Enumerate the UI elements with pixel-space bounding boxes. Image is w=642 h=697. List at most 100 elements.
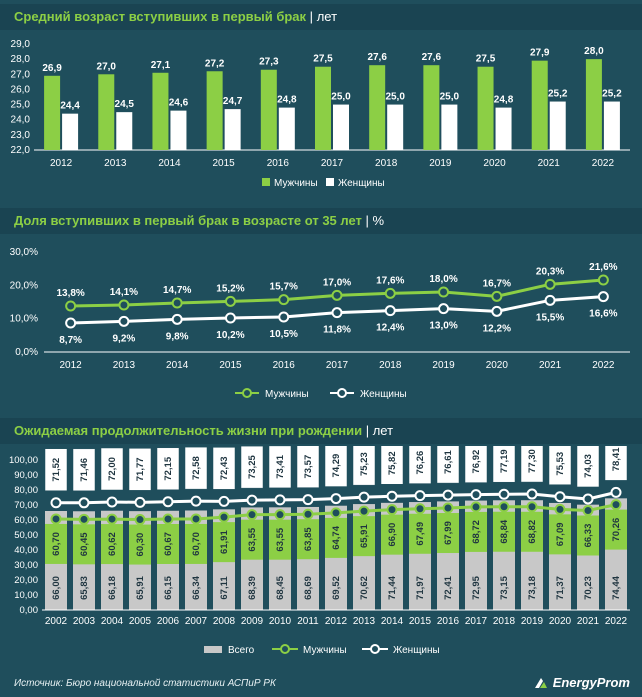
- chart3-women-label-box: [184, 446, 208, 490]
- chart1-data-label: 26,9: [42, 63, 62, 74]
- chart1-data-label: 27,5: [313, 54, 333, 65]
- chart3-y-tick: 50,00: [14, 530, 38, 541]
- chart3-unit: лет: [372, 423, 394, 438]
- chart1-y-tick: 22,0: [11, 145, 31, 156]
- chart3-y-tick: 60,00: [14, 515, 38, 526]
- chart3-marker-women: [442, 489, 454, 501]
- chart1-data-label: 27,2: [205, 58, 225, 69]
- chart3-marker-men: [218, 511, 230, 523]
- chart3-women-label: 75,82: [387, 451, 398, 475]
- chart3-marker-men: [190, 513, 202, 525]
- chart3-marker-men: [498, 501, 510, 513]
- chart2-x-tick: 2018: [379, 360, 402, 371]
- chart1-bar-women: [62, 113, 79, 150]
- chart3-title-bar: Ожидаемая продолжительность жизни при ро…: [0, 418, 642, 444]
- chart2-data-label: 15,2%: [216, 283, 244, 294]
- chart3-x-tick: 2011: [297, 616, 319, 627]
- chart3-men-label-box: [269, 519, 291, 560]
- chart2-x-tick: 2013: [113, 360, 136, 371]
- chart3-y-tick: 80,00: [14, 485, 38, 496]
- chart2-data-label: 14,7%: [163, 285, 191, 296]
- chart3-title-text: Ожидаемая продолжительность жизни при ро…: [14, 423, 363, 438]
- chart2-data-label: 12,4%: [376, 323, 404, 334]
- chart2-data-label: 15,5%: [536, 312, 564, 323]
- chart1-data-label: 24,6: [169, 98, 189, 109]
- chart3-men-label-box: [157, 523, 179, 564]
- chart3-total-label: 68,39: [247, 576, 258, 600]
- chart3-men-label-box: [549, 514, 571, 555]
- chart3-y-tick: 30,00: [14, 560, 38, 571]
- chart1-data-label: 27,5: [476, 54, 496, 65]
- chart3-men-label: 67,99: [443, 521, 454, 545]
- chart3-marker-men: [50, 513, 62, 525]
- chart3-men-label-box: [409, 513, 431, 554]
- chart1-data-label: 27,9: [530, 48, 550, 59]
- chart3-women-label-box: [268, 446, 292, 489]
- chart3-marker-men: [582, 505, 594, 517]
- chart2-data-label: 9,2%: [113, 333, 136, 344]
- chart1-x-tick: 2021: [538, 158, 561, 169]
- chart2-data-label: 13,8%: [56, 288, 84, 299]
- chart2-x-tick: 2019: [432, 360, 455, 371]
- chart3-x-tick: 2008: [213, 616, 236, 627]
- chart3-marker-men: [106, 513, 118, 525]
- chart2-data-label: 16,6%: [589, 309, 617, 320]
- chart2-marker-men: [224, 295, 236, 307]
- chart3-x-tick: 2012: [325, 616, 348, 627]
- chart2-marker-women: [438, 303, 450, 315]
- chart3-marker-men: [162, 513, 174, 525]
- chart3-men-label: 60,67: [163, 532, 174, 556]
- chart3-marker-women: [358, 491, 370, 503]
- chart2-data-label: 8,7%: [59, 335, 82, 346]
- chart3-men-label-box: [605, 509, 627, 550]
- chart3-marker-men: [442, 502, 454, 514]
- chart3-svg: 0,00 10,00 20,00 30,00 40,00 50,00 60,00 70,00 8…: [9, 446, 630, 656]
- chart3-marker-women: [526, 488, 538, 500]
- chart3-women-label-box: [212, 447, 236, 490]
- chart3-x-tick: 2002: [45, 616, 68, 627]
- chart3-men-label: 61,91: [219, 530, 230, 554]
- chart3-total-label: 68,69: [303, 576, 314, 600]
- chart2-data-label: 12,2%: [483, 323, 511, 334]
- chart2-title-bar: Доля вступивших в первый брак в возрасте…: [0, 208, 642, 234]
- chart2-legend-label: Женщины: [360, 389, 407, 400]
- chart2-y-tick: 10,0%: [10, 314, 38, 325]
- chart3-legend-marker-men: [280, 644, 290, 654]
- source-note: Источник: Бюро национальной статистики А…: [14, 678, 276, 689]
- chart3-marker-men: [246, 509, 258, 521]
- chart1-bar-men: [152, 72, 169, 150]
- chart3-women-label-box: [548, 446, 572, 485]
- chart1-y-tick: 29,0: [11, 39, 31, 50]
- chart2-x-tick: 2015: [219, 360, 242, 371]
- chart3-women-label: 76,92: [471, 450, 482, 474]
- chart1-bar-women: [278, 107, 295, 150]
- chart3-marker-women: [78, 497, 90, 509]
- chart1-bar-women: [387, 104, 404, 150]
- chart3-total-label: 71,97: [415, 576, 426, 600]
- chart3-men-label-box: [185, 523, 207, 564]
- chart1-data-label: 27,6: [367, 52, 387, 63]
- chart3-marker-men: [330, 507, 342, 519]
- chart3-y-tick: 70,00: [14, 500, 38, 511]
- chart1-bar-women: [549, 101, 566, 150]
- chart3-women-label-box: [44, 448, 68, 491]
- chart2-unit: %: [372, 213, 385, 228]
- chart1-y-tick: 25,0: [11, 100, 31, 111]
- chart3-women-label: 77,30: [527, 449, 538, 473]
- chart1-title-text: Средний возраст вступивших в первый брак: [14, 9, 307, 24]
- chart1-legend-swatch-men: [262, 178, 270, 186]
- chart3-women-label-box: [464, 446, 488, 483]
- chart3-total-label: 70,23: [583, 576, 594, 600]
- chart3-men-label: 60,62: [107, 532, 118, 556]
- chart2-marker-women: [331, 307, 343, 319]
- chart3-men-label-box: [73, 524, 95, 565]
- chart3-total-label: 66,00: [51, 576, 62, 600]
- chart3-marker-women: [274, 494, 286, 506]
- chart3-total-label: 65,91: [135, 575, 146, 599]
- chart2-marker-men: [278, 294, 290, 306]
- chart1-legend-label: Женщины: [338, 178, 385, 189]
- chart1-legend-swatch-women: [326, 178, 334, 186]
- chart3-women-label: 71,77: [135, 457, 146, 481]
- chart2-x-tick: 2020: [486, 360, 509, 371]
- chart1-y-tick: 28,0: [11, 54, 31, 65]
